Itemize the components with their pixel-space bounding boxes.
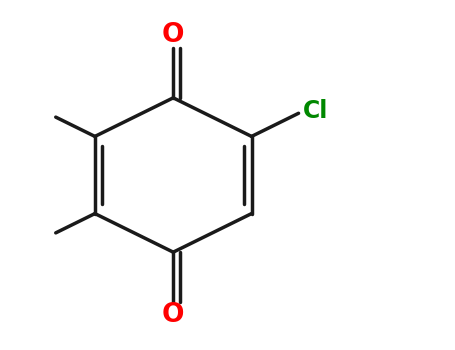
Text: O: O xyxy=(162,22,184,48)
Text: O: O xyxy=(162,302,184,328)
Text: Cl: Cl xyxy=(303,99,329,123)
